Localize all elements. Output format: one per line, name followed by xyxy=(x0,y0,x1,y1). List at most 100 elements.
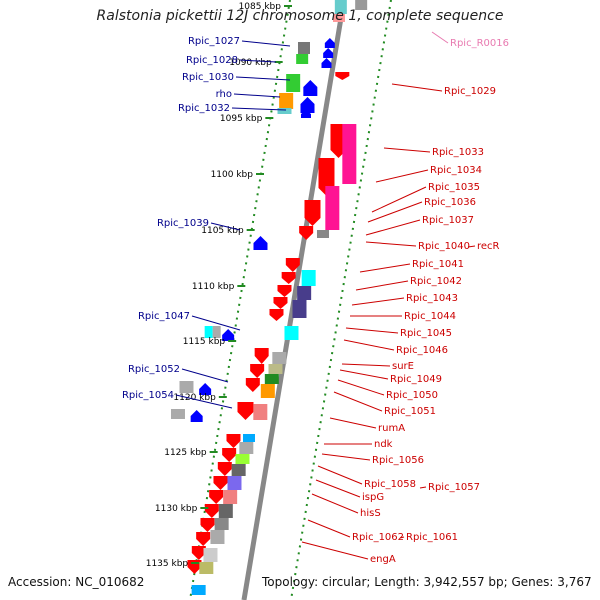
gene-label-reverse: Rpic_1035 xyxy=(428,182,480,193)
gene-box xyxy=(203,548,218,562)
gene-box xyxy=(297,42,310,54)
gene-box xyxy=(264,374,279,384)
tick-label: 1100 kbp xyxy=(211,170,254,180)
leader-line xyxy=(337,379,385,396)
gene-label-reverse: recR xyxy=(477,241,500,252)
gene-arrow-reverse xyxy=(200,518,215,532)
gene-label-reverse: Rpic_1037 xyxy=(422,215,474,226)
leader-line xyxy=(345,327,399,334)
leader-line xyxy=(419,486,427,489)
gene-box xyxy=(210,530,225,544)
gene-arrow-reverse xyxy=(213,476,228,490)
leader-line xyxy=(343,339,395,351)
gene-box xyxy=(242,434,255,442)
gene-label-reverse: Rpic_1062 xyxy=(352,532,404,543)
leader-line xyxy=(175,394,233,409)
gene-label-reverse: Rpic_1043 xyxy=(406,293,458,304)
gene-label-forward: Rpic_1028 xyxy=(186,55,238,66)
leader-line xyxy=(383,147,431,153)
gene-box xyxy=(268,364,283,374)
gene-label-reverse: Rpic_1044 xyxy=(404,311,456,322)
gene-label-reverse: Rpic_1046 xyxy=(396,345,448,356)
leader-line xyxy=(365,219,421,236)
gene-box xyxy=(277,108,292,114)
gene-label-forward: Rpic_1039 xyxy=(157,218,209,229)
map-title: Ralstonia pickettii 12J chromosome 1, co… xyxy=(96,8,504,24)
gene-label-reverse: Rpic_1056 xyxy=(372,455,424,466)
gene-label-reverse: Rpic_1045 xyxy=(400,328,452,339)
gene-box xyxy=(253,404,268,420)
gene-label-reverse: ispG xyxy=(362,492,384,503)
leader-line xyxy=(341,363,391,367)
gene-label-forward: Rpic_1054 xyxy=(122,390,174,401)
leader-line xyxy=(391,83,443,92)
gene-label-reverse: Rpic_1041 xyxy=(412,259,464,270)
leader-line xyxy=(367,201,423,223)
leader-line xyxy=(375,169,429,183)
leader-line xyxy=(467,245,476,248)
gene-arrow-forward xyxy=(300,97,315,113)
topology-summary: Topology: circular; Length: 3,942,557 bp… xyxy=(262,575,592,589)
gene-label-reverse: engA xyxy=(370,554,396,565)
accession-text: Accession: NC_010682 xyxy=(8,575,145,589)
leader-line xyxy=(365,241,417,247)
gene-arrow-reverse xyxy=(217,462,232,476)
leader-line xyxy=(307,519,351,538)
gene-arrow-reverse xyxy=(281,272,296,284)
gene-label-reverse: rumA xyxy=(378,423,405,434)
gene-box xyxy=(325,186,340,230)
leader-line xyxy=(191,315,241,331)
leader-line xyxy=(339,369,389,380)
gene-label-reverse: Rpic_1058 xyxy=(364,479,416,490)
gene-arrow-reverse xyxy=(304,200,321,226)
gene-box xyxy=(301,270,316,286)
gene-label-reverse: Rpic_1057 xyxy=(428,482,480,493)
leader-line xyxy=(355,280,409,291)
gene-arrow-reverse xyxy=(204,504,219,518)
leader-line xyxy=(359,263,411,273)
tick-label: 1110 kbp xyxy=(192,282,235,292)
gene-label-reverse: Rpic_1051 xyxy=(384,406,436,417)
gene-arrow-forward xyxy=(199,383,212,395)
gene-arrow-reverse xyxy=(335,72,350,80)
leader-line xyxy=(210,222,241,231)
gene-arrow-reverse xyxy=(209,490,224,504)
leader-line xyxy=(311,493,359,514)
leader-line xyxy=(239,59,277,63)
gene-box xyxy=(218,504,233,518)
tick-label: 1105 kbp xyxy=(201,226,244,236)
gene-box xyxy=(199,562,214,574)
gene-label-reverse: Rpic_1040 xyxy=(418,241,470,252)
leader-line xyxy=(351,297,405,306)
leader-line xyxy=(231,107,287,111)
gene-box xyxy=(297,286,312,300)
gene-arrow-reverse xyxy=(285,258,300,272)
gene-box xyxy=(260,384,275,398)
gene-arrow-forward xyxy=(253,236,268,250)
leader-line xyxy=(315,479,361,498)
tick-label: 1090 kbp xyxy=(229,58,272,68)
gene-arrow-reverse xyxy=(250,364,265,378)
gene-arrow-reverse xyxy=(226,434,241,448)
leader-line xyxy=(235,76,291,81)
gene-box xyxy=(342,124,357,184)
gene-box xyxy=(332,14,345,22)
gene-arrow-reverse xyxy=(237,402,254,420)
gene-label-reverse: ndk xyxy=(374,439,393,450)
leader-line xyxy=(301,541,369,560)
gene-label-reverse: hisS xyxy=(360,508,381,519)
tick-label: 1130 kbp xyxy=(155,504,198,514)
gene-arrow-reverse xyxy=(196,532,211,546)
gene-arrow-reverse xyxy=(245,378,260,392)
tick-label: 1115 kbp xyxy=(183,337,226,347)
gene-box xyxy=(179,381,194,393)
gene-box xyxy=(292,300,307,318)
gene-arrow-reverse xyxy=(269,309,284,321)
gene-arrow-reverse xyxy=(191,546,206,560)
gene-arrow-reverse xyxy=(254,348,269,364)
gene-arrow-forward xyxy=(300,110,311,118)
gene-arrow-forward xyxy=(303,80,318,96)
gene-box xyxy=(286,74,301,92)
